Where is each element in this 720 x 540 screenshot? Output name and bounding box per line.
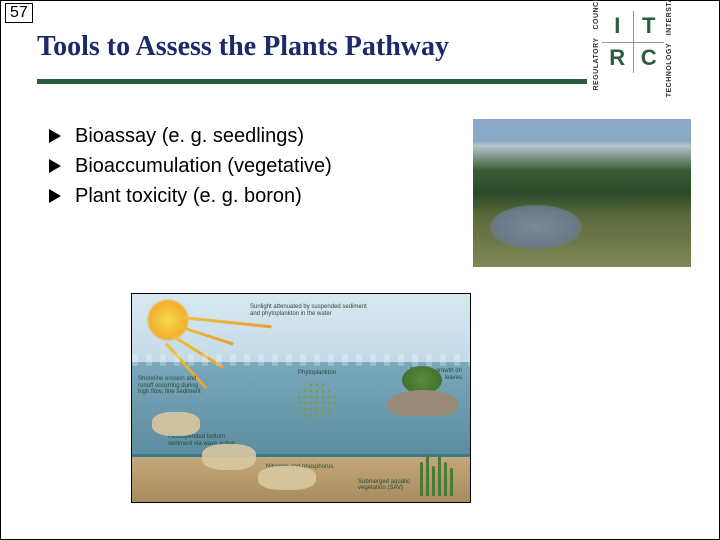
list-item: Bioassay (e. g. seedlings) <box>49 121 332 151</box>
wetland-photo <box>473 119 691 267</box>
logo-letter: C <box>634 43 665 74</box>
title-underline <box>37 79 587 84</box>
sediment-cloud <box>152 412 200 436</box>
logo-letter: R <box>602 43 633 74</box>
logo-word: REGULATORY <box>593 37 600 90</box>
logo-word: COUNCIL <box>593 0 600 29</box>
logo-right-rail: TECHNOLOGY INTERSTATE <box>666 0 673 97</box>
slide-title: Tools to Assess the Plants Pathway <box>37 31 449 63</box>
bullet-text: Bioassay (e. g. seedlings) <box>75 121 304 151</box>
phytoplankton-icon <box>296 382 336 422</box>
diagram-label: Phytoplankton <box>298 370 348 377</box>
itrc-logo: REGULATORY COUNCIL I T R C TECHNOLOGY IN… <box>593 5 713 79</box>
logo-grid: I T R C <box>602 11 664 73</box>
logo-left-rail: REGULATORY COUNCIL <box>593 0 600 90</box>
sediment-cloud <box>202 444 256 470</box>
sav-icon <box>418 452 456 496</box>
logo-letter: T <box>634 11 665 42</box>
diagram-label: Shoreline erosion and runoff occurring d… <box>138 376 208 396</box>
slide-number: 57 <box>5 3 33 23</box>
list-item: Plant toxicity (e. g. boron) <box>49 181 332 211</box>
bullet-list: Bioassay (e. g. seedlings) Bioaccumulati… <box>49 121 332 211</box>
sun-icon <box>146 298 190 342</box>
logo-letter: I <box>602 11 633 42</box>
bullet-text: Plant toxicity (e. g. boron) <box>75 181 302 211</box>
logo-word: INTERSTATE <box>666 0 673 35</box>
ecosystem-diagram: Sunlight attenuated by suspended sedimen… <box>131 293 471 503</box>
bullet-icon <box>49 129 61 143</box>
logo-word: TECHNOLOGY <box>666 43 673 97</box>
bullet-icon <box>49 159 61 173</box>
rock-icon <box>388 390 458 416</box>
diagram-label: Sunlight attenuated by suspended sedimen… <box>250 304 370 317</box>
bullet-text: Bioaccumulation (vegetative) <box>75 151 332 181</box>
sediment-cloud <box>258 466 316 490</box>
rock-vegetation <box>388 366 466 416</box>
bullet-icon <box>49 189 61 203</box>
water-surface <box>132 354 470 366</box>
list-item: Bioaccumulation (vegetative) <box>49 151 332 181</box>
diagram-label: Submerged aquatic vegetation (SAV) <box>358 479 414 492</box>
